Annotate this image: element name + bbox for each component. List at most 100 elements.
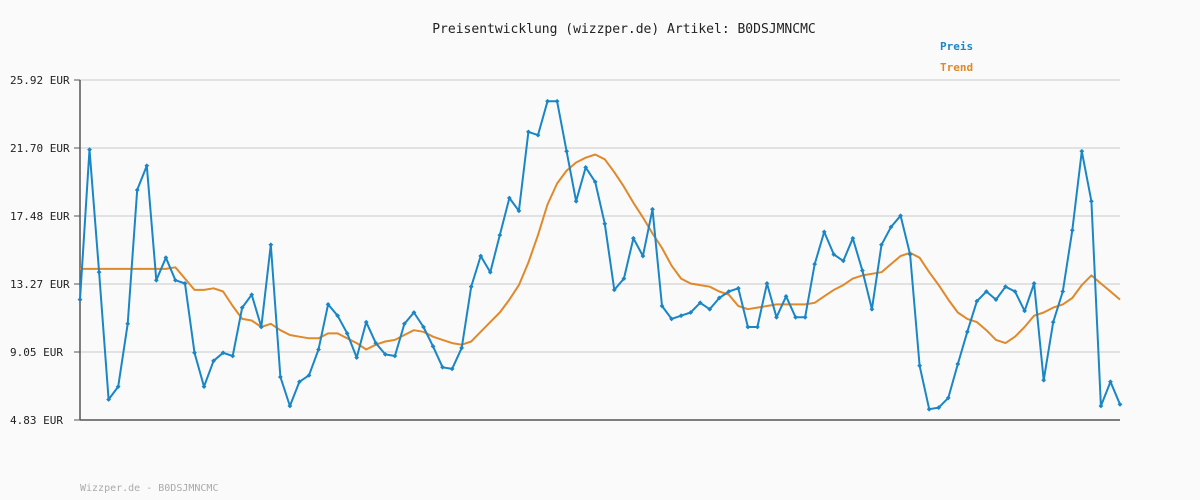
- data-point-preis: [650, 206, 655, 212]
- y-tick-label: 9.05 EUR: [10, 346, 63, 359]
- data-point-preis: [201, 384, 207, 390]
- data-point-preis: [669, 316, 674, 322]
- data-point-preis: [249, 292, 255, 298]
- data-point-preis: [134, 187, 140, 193]
- data-point-preis: [879, 242, 884, 248]
- data-point-preis: [1041, 377, 1047, 383]
- data-point-preis: [859, 268, 865, 273]
- data-point-preis: [1031, 281, 1037, 286]
- data-point-preis: [125, 321, 131, 327]
- data-point-preis: [106, 397, 112, 402]
- data-point-preis: [869, 306, 875, 312]
- data-point-preis: [459, 345, 465, 351]
- data-point-preis: [163, 255, 169, 261]
- data-point-preis: [745, 324, 751, 330]
- data-point-preis: [764, 281, 770, 286]
- data-point-preis: [335, 313, 341, 319]
- data-point-preis: [516, 208, 522, 214]
- data-point-preis: [230, 353, 236, 359]
- data-point-preis: [888, 224, 894, 230]
- data-point-preis: [211, 358, 216, 364]
- data-point-preis: [812, 261, 818, 267]
- data-point-preis: [621, 276, 627, 282]
- series-layer: [77, 98, 1123, 412]
- data-point-preis: [1003, 284, 1008, 290]
- data-point-preis: [325, 302, 331, 307]
- data-point-preis: [297, 379, 302, 385]
- data-point-preis: [716, 295, 722, 301]
- data-point-preis: [306, 372, 312, 378]
- data-point-preis: [220, 350, 226, 356]
- data-point-preis: [1108, 379, 1113, 385]
- data-point-preis: [382, 351, 388, 357]
- data-point-preis: [96, 269, 102, 275]
- data-point-preis: [430, 343, 436, 349]
- data-point-preis: [77, 297, 83, 302]
- data-point-preis: [707, 306, 713, 312]
- series-line-trend: [80, 153, 1121, 351]
- data-point-preis: [487, 269, 493, 275]
- data-point-preis: [964, 329, 970, 335]
- grid-lines: [80, 79, 1120, 353]
- y-tick-label: 25.92 EUR: [10, 74, 70, 87]
- data-point-preis: [402, 321, 407, 327]
- y-tick-label: 17.48 EUR: [10, 210, 70, 223]
- data-point-preis: [993, 297, 999, 302]
- data-point-preis: [1069, 227, 1075, 233]
- data-point-preis: [192, 350, 197, 356]
- data-point-preis: [802, 314, 808, 320]
- data-point-preis: [115, 384, 121, 390]
- data-point-preis: [697, 300, 703, 306]
- data-point-preis: [153, 277, 159, 283]
- data-point-preis: [497, 232, 503, 238]
- data-point-preis: [421, 324, 426, 330]
- data-point-preis: [182, 281, 188, 286]
- data-point-preis: [526, 129, 531, 135]
- data-point-preis: [917, 363, 923, 369]
- data-point-preis: [926, 406, 932, 412]
- data-point-preis: [258, 324, 264, 330]
- y-tick-label: 4.83 EUR: [10, 414, 63, 427]
- data-point-preis: [955, 361, 961, 367]
- data-point-preis: [984, 289, 989, 294]
- data-point-preis: [449, 366, 455, 372]
- data-point-preis: [630, 235, 636, 241]
- data-point-preis: [173, 277, 178, 283]
- data-point-preis: [1079, 148, 1085, 154]
- data-point-preis: [478, 253, 484, 259]
- data-point-preis: [840, 258, 846, 264]
- data-point-preis: [545, 98, 550, 104]
- data-point-preis: [1088, 198, 1094, 204]
- data-point-preis: [755, 324, 760, 330]
- data-point-preis: [678, 313, 684, 319]
- legend-preis: Preis: [940, 40, 973, 53]
- data-point-preis: [1098, 403, 1104, 409]
- data-point-preis: [392, 353, 398, 359]
- data-point-preis: [564, 148, 570, 154]
- legend-trend: Trend: [940, 61, 973, 74]
- data-point-preis: [87, 147, 92, 153]
- data-point-preis: [907, 252, 913, 257]
- series-line-preis: [79, 100, 1121, 411]
- data-point-preis: [583, 164, 589, 170]
- data-point-preis: [783, 293, 789, 299]
- y-tick-label: 21.70 EUR: [10, 142, 70, 155]
- data-point-preis: [688, 310, 694, 315]
- data-point-preis: [440, 364, 445, 370]
- data-point-preis: [1012, 289, 1018, 294]
- data-point-preis: [239, 305, 245, 311]
- data-point-preis: [1117, 401, 1123, 407]
- data-point-preis: [373, 340, 379, 346]
- data-point-preis: [774, 314, 779, 320]
- data-point-preis: [287, 403, 293, 409]
- data-point-preis: [640, 253, 646, 259]
- data-point-preis: [659, 303, 665, 309]
- data-point-preis: [1060, 289, 1066, 294]
- data-point-preis: [592, 179, 598, 185]
- data-point-preis: [1050, 319, 1056, 325]
- data-point-preis: [411, 310, 417, 315]
- data-point-preis: [793, 314, 798, 320]
- data-point-preis: [1022, 308, 1027, 314]
